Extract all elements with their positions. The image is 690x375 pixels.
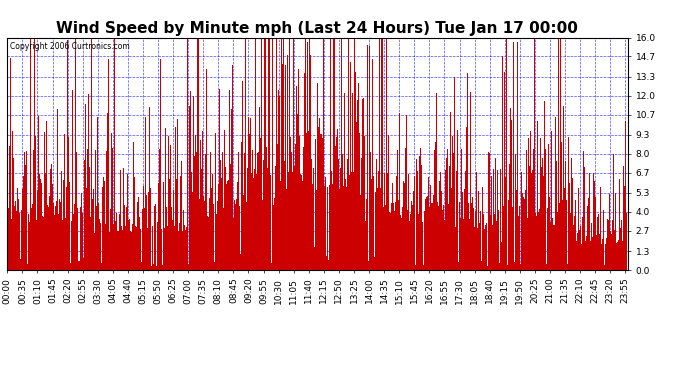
Title: Wind Speed by Minute mph (Last 24 Hours) Tue Jan 17 00:00: Wind Speed by Minute mph (Last 24 Hours)…	[57, 21, 578, 36]
Text: Copyright 2006 Curtronics.com: Copyright 2006 Curtronics.com	[10, 42, 130, 51]
